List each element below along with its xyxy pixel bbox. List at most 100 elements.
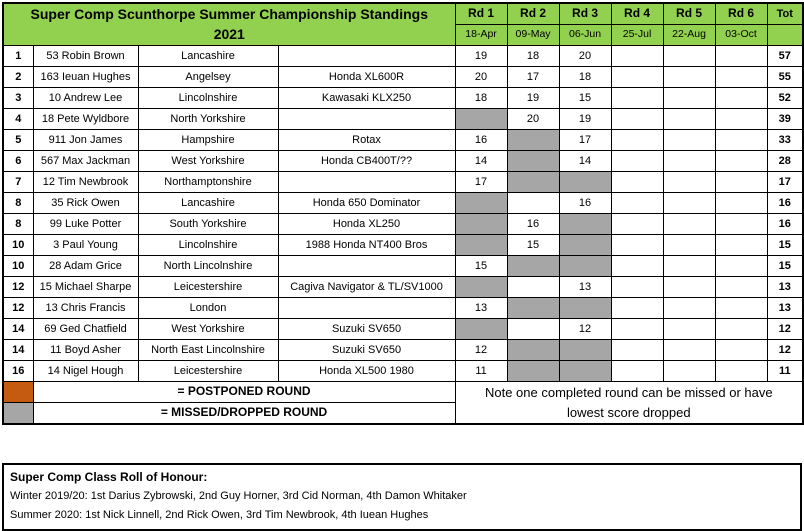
score-cell-rd6	[714, 171, 768, 193]
total-cell: 12	[766, 318, 804, 340]
position-cell: 7	[2, 171, 34, 193]
county-cell: London	[137, 297, 279, 319]
table-title: Super Comp Scunthorpe Summer Championshi…	[2, 2, 456, 46]
bike-cell: 1988 Honda NT400 Bros	[277, 234, 456, 256]
rider-cell: 99 Luke Potter	[32, 213, 139, 235]
score-cell-rd2: 15	[506, 234, 560, 256]
score-cell-rd4	[610, 276, 664, 298]
position-cell: 3	[2, 87, 34, 109]
rider-cell: 13 Chris Francis	[32, 297, 139, 319]
header-row-rounds: Super Comp Scunthorpe Summer Championshi…	[2, 2, 804, 46]
score-cell-rd6	[714, 129, 768, 151]
column-header-rd2: Rd 2	[506, 2, 560, 25]
standings-row: 8 99 Luke Potter South Yorkshire Honda XL25…	[2, 213, 804, 235]
postponed-swatch	[2, 381, 34, 403]
score-cell-rd3: 12	[558, 318, 612, 340]
column-header-tot: Tot	[766, 2, 804, 25]
position-cell: 6	[2, 150, 34, 172]
score-cell-rd2	[506, 339, 560, 361]
score-cell-rd6	[714, 108, 768, 130]
score-cell-rd6	[714, 276, 768, 298]
table-title-line2: 2021	[213, 25, 245, 42]
score-cell-rd1: 17	[454, 171, 508, 193]
column-header-rd4: Rd 4	[610, 2, 664, 25]
legend-missed-label: = MISSED/DROPPED ROUND	[32, 402, 456, 425]
county-cell: Leicestershire	[137, 360, 279, 382]
standings-row: 16 14 Nigel Hough Leicestershire Honda XL50…	[2, 360, 804, 382]
bike-cell: Suzuki SV650	[277, 318, 456, 340]
score-cell-rd3	[558, 360, 612, 382]
score-cell-rd6	[714, 150, 768, 172]
note-cell: Note one completed round can be missed o…	[454, 381, 804, 425]
score-cell-rd3	[558, 234, 612, 256]
position-cell: 5	[2, 129, 34, 151]
score-cell-rd1	[454, 108, 508, 130]
position-cell: 8	[2, 213, 34, 235]
total-cell: 28	[766, 150, 804, 172]
legend-section: = POSTPONED ROUND Note one completed rou…	[2, 381, 804, 425]
total-cell: 16	[766, 213, 804, 235]
total-cell: 11	[766, 360, 804, 382]
score-cell-rd2: 16	[506, 213, 560, 235]
score-cell-rd5	[662, 150, 716, 172]
standings-row: 4 18 Pete Wyldbore North Yorkshire 20 19 39	[2, 108, 804, 130]
score-cell-rd2	[506, 192, 560, 214]
missed-swatch	[2, 402, 34, 425]
rider-cell: 69 Ged Chatfield	[32, 318, 139, 340]
score-cell-rd2: 20	[506, 108, 560, 130]
column-header-rd5: Rd 5	[662, 2, 716, 25]
standings-row: 12 13 Chris Francis London 13 13	[2, 297, 804, 319]
score-cell-rd1: 11	[454, 360, 508, 382]
score-cell-rd6	[714, 213, 768, 235]
score-cell-rd2	[506, 171, 560, 193]
position-cell: 10	[2, 234, 34, 256]
bike-cell: Cagiva Navigator & TL/SV1000	[277, 276, 456, 298]
bike-cell: Kawasaki KLX250	[277, 87, 456, 109]
position-cell: 12	[2, 276, 34, 298]
position-cell: 8	[2, 192, 34, 214]
rider-cell: 35 Rick Owen	[32, 192, 139, 214]
total-cell: 17	[766, 171, 804, 193]
roll-of-honour-winter-line: Winter 2019/20: 1st Darius Zybrowski, 2n…	[10, 490, 467, 502]
score-cell-rd5	[662, 129, 716, 151]
standings-row: 14 11 Boyd Asher North East Lincolnshire Su…	[2, 339, 804, 361]
bike-cell	[277, 297, 456, 319]
position-cell: 14	[2, 318, 34, 340]
score-cell-rd3	[558, 339, 612, 361]
score-cell-rd5	[662, 276, 716, 298]
score-cell-rd4	[610, 339, 664, 361]
score-cell-rd1	[454, 192, 508, 214]
score-cell-rd6	[714, 255, 768, 277]
standings-row: 12 15 Michael Sharpe Leicestershire Cagiva …	[2, 276, 804, 298]
column-header-rd1: Rd 1	[454, 2, 508, 25]
county-cell: North Yorkshire	[137, 108, 279, 130]
score-cell-rd2: 17	[506, 66, 560, 88]
bike-cell: Suzuki SV650	[277, 339, 456, 361]
score-cell-rd2	[506, 360, 560, 382]
position-cell: 12	[2, 297, 34, 319]
column-header-date-rd5: 22-Aug	[662, 24, 716, 46]
score-cell-rd4	[610, 108, 664, 130]
score-cell-rd2	[506, 276, 560, 298]
county-cell: West Yorkshire	[137, 150, 279, 172]
score-cell-rd2	[506, 129, 560, 151]
score-cell-rd4	[610, 150, 664, 172]
score-cell-rd2	[506, 255, 560, 277]
score-cell-rd3: 20	[558, 45, 612, 67]
standings-row: 7 12 Tim Newbrook Northamptonshire 17 17	[2, 171, 804, 193]
roll-of-honour-panel: Super Comp Class Roll of Honour: Winter …	[2, 463, 802, 531]
standings-row: 5 911 Jon James Hampshire Rotax 16 17 33	[2, 129, 804, 151]
score-cell-rd5	[662, 192, 716, 214]
score-cell-rd3: 16	[558, 192, 612, 214]
note-line2: lowest score dropped	[567, 404, 691, 420]
score-cell-rd3: 13	[558, 276, 612, 298]
rider-cell: 567 Max Jackman	[32, 150, 139, 172]
total-cell: 15	[766, 255, 804, 277]
county-cell: South Yorkshire	[137, 213, 279, 235]
bike-cell: Honda 650 Dominator	[277, 192, 456, 214]
position-cell: 2	[2, 66, 34, 88]
column-header-rd3: Rd 3	[558, 2, 612, 25]
score-cell-rd3: 17	[558, 129, 612, 151]
standings-body: 1 53 Robin Brown Lancashire 19 18 20 57 2 163 Ie…	[2, 45, 804, 382]
score-cell-rd4	[610, 129, 664, 151]
